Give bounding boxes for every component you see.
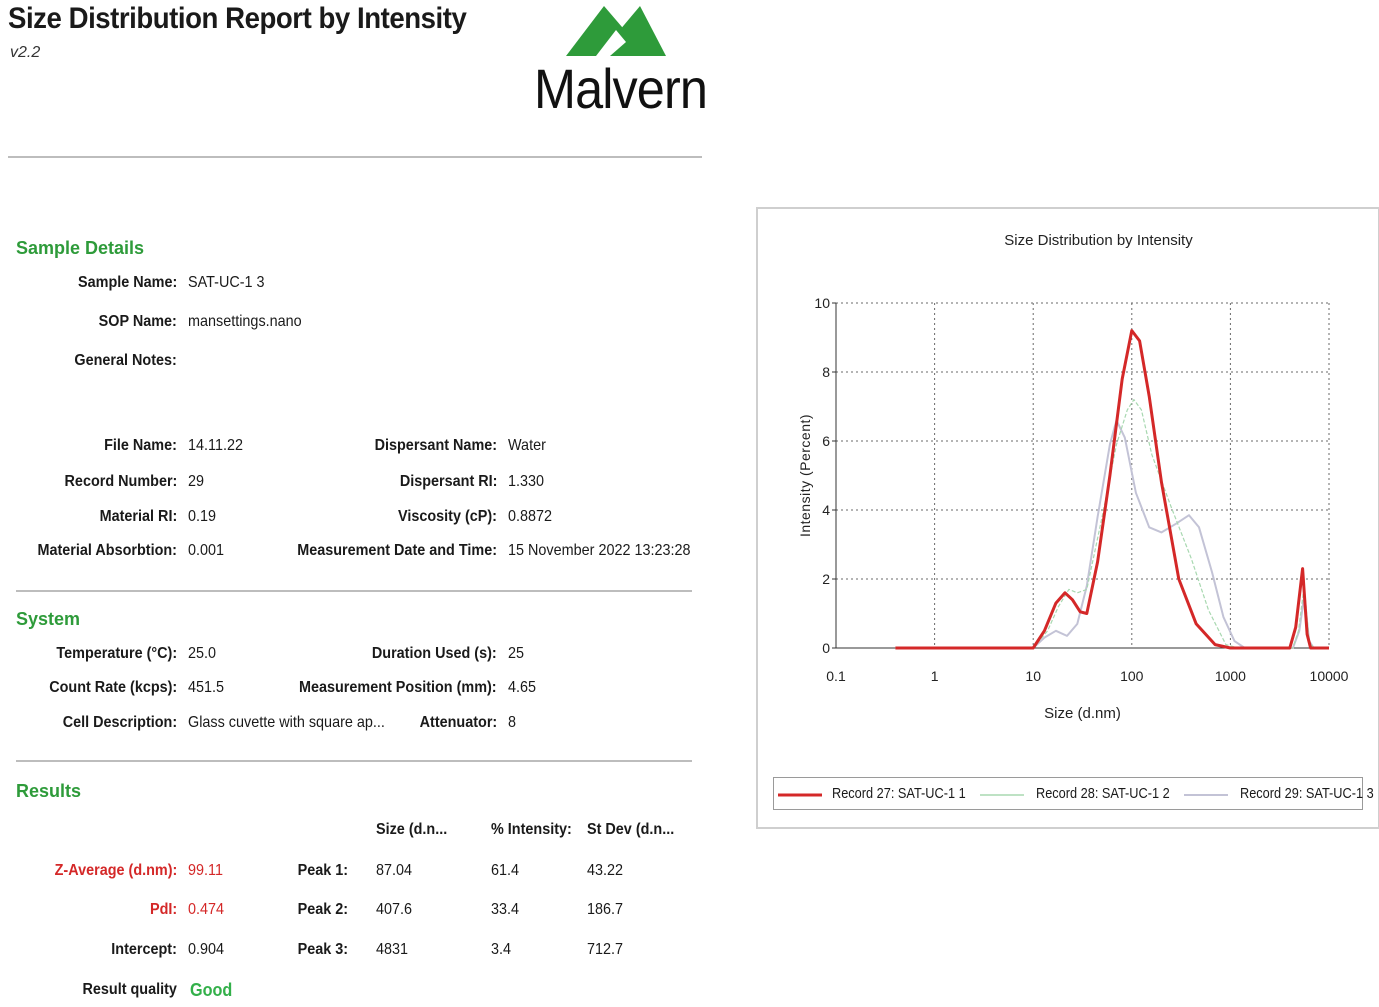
- measurement-date-label: Measurement Date and Time:: [297, 542, 497, 559]
- x-tick-label-1000: 1000: [1215, 668, 1246, 684]
- sop-name-label: SOP Name:: [98, 313, 177, 330]
- legend-label-record-27: Record 27: SAT-UC-1 1: [832, 785, 966, 802]
- y-tick-label-8: 8: [822, 364, 830, 380]
- temperature-label: Temperature (°C):: [56, 645, 177, 662]
- material-ri-label: Material RI:: [99, 508, 177, 525]
- sample-details-heading: Sample Details: [16, 238, 145, 258]
- system-heading: System: [16, 609, 81, 629]
- intercept-label: Intercept:: [111, 941, 177, 958]
- col-intensity-header: % Intensity:: [491, 821, 572, 838]
- dispersant-ri-value: 1.330: [508, 473, 545, 490]
- legend-swatch-record-27: [778, 793, 822, 797]
- y-tick-label-4: 4: [822, 502, 830, 518]
- x-tick-label-1: 1: [931, 668, 939, 684]
- chart-frame: [756, 207, 1379, 829]
- measurement-position-value: 4.65: [508, 679, 537, 696]
- col-stdev-header: St Dev (d.n...: [587, 821, 675, 838]
- pdi-label: PdI:: [149, 901, 177, 918]
- peak-1-intensity: 61.4: [491, 862, 520, 879]
- pdi-value: 0.474: [188, 901, 225, 918]
- result-quality-label: Result quality: [82, 981, 177, 998]
- material-ri-value: 0.19: [188, 508, 217, 525]
- legend-label-record-29: Record 29: SAT-UC-1 3: [1240, 785, 1374, 802]
- legend-label-record-28: Record 28: SAT-UC-1 2: [1036, 785, 1170, 802]
- file-name-value: 14.11.22: [188, 437, 243, 454]
- series-line-record-27: [895, 329, 1329, 650]
- measurement-date-value: 15 November 2022 13:23:28: [508, 542, 691, 559]
- peak-2-intensity: 33.4: [491, 901, 520, 918]
- y-axis-label: Intensity (Percent): [797, 414, 813, 537]
- sample-details-divider: [16, 590, 692, 592]
- measurement-position-label: Measurement Position (mm):: [299, 679, 497, 696]
- duration-value: 25: [508, 645, 525, 662]
- x-tick-label-100: 100: [1120, 668, 1144, 684]
- record-number-value: 29: [188, 473, 205, 490]
- col-size-header: Size (d.n...: [376, 821, 448, 838]
- peak-3-stdev: 712.7: [587, 941, 624, 958]
- dispersant-name-label: Dispersant Name:: [374, 437, 497, 454]
- peak-1-size: 87.04: [376, 862, 413, 879]
- malvern-logo-icon: [566, 6, 666, 56]
- peak-3-intensity: 3.4: [491, 941, 512, 958]
- attenuator-label: Attenuator:: [419, 714, 497, 731]
- duration-label: Duration Used (s):: [372, 645, 497, 662]
- file-name-label: File Name:: [104, 437, 177, 454]
- report-title: Size Distribution Report by Intensity: [8, 2, 467, 35]
- cell-description-label: Cell Description:: [62, 714, 177, 731]
- record-number-label: Record Number:: [64, 473, 177, 490]
- x-tick-label-0.1: 0.1: [826, 668, 846, 684]
- sop-name-value: mansettings.nano: [188, 313, 302, 330]
- general-notes-label: General Notes:: [74, 352, 177, 369]
- cell-description-value: Glass cuvette with square ap...: [188, 714, 385, 731]
- size-distribution-chart: Size Distribution by Intensity 0 2 4 6 8 10 0.1…: [797, 232, 1349, 722]
- z-average-value: 99.11: [188, 862, 223, 879]
- intercept-value: 0.904: [188, 941, 225, 958]
- count-rate-value: 451.5: [188, 679, 225, 696]
- peak-2-stdev: 186.7: [587, 901, 624, 918]
- y-tick-label-6: 6: [822, 433, 830, 449]
- viscosity-label: Viscosity (cP):: [398, 508, 497, 525]
- peak-1-stdev: 43.22: [587, 862, 624, 879]
- result-quality-value: Good: [190, 980, 233, 1000]
- peak-3-size: 4831: [376, 941, 409, 958]
- peak-2-label: Peak 2:: [297, 901, 348, 918]
- peak-1-label: Peak 1:: [297, 862, 348, 879]
- sample-name-value: SAT-UC-1 3: [188, 274, 265, 291]
- results-heading: Results: [16, 781, 82, 801]
- peak-2-size: 407.6: [376, 901, 413, 918]
- system-divider: [16, 760, 692, 762]
- series-line-record-28: [895, 399, 1329, 649]
- x-tick-label-10000: 10000: [1310, 668, 1349, 684]
- material-absorbtion-value: 0.001: [188, 542, 225, 559]
- peak-3-label: Peak 3:: [297, 941, 348, 958]
- y-tick-label-0: 0: [822, 640, 830, 656]
- legend-swatch-record-28: [980, 794, 1024, 796]
- chart-title: Size Distribution by Intensity: [1004, 232, 1193, 249]
- header-divider: [8, 156, 702, 158]
- x-tick-label-10: 10: [1025, 668, 1041, 684]
- dispersant-name-value: Water: [508, 437, 546, 454]
- x-axis-label: Size (d.nm): [1044, 705, 1121, 722]
- count-rate-label: Count Rate (kcps):: [48, 679, 177, 696]
- report-version: v2.2: [10, 44, 41, 61]
- material-absorbtion-label: Material Absorbtion:: [37, 542, 177, 559]
- dispersant-ri-label: Dispersant RI:: [399, 473, 497, 490]
- y-tick-label-10: 10: [814, 295, 830, 311]
- viscosity-value: 0.8872: [508, 508, 553, 525]
- sample-name-label: Sample Name:: [77, 274, 177, 291]
- z-average-label: Z-Average (d.nm):: [54, 862, 177, 879]
- legend-swatch-record-29: [1184, 794, 1228, 796]
- attenuator-value: 8: [508, 714, 517, 731]
- temperature-value: 25.0: [188, 645, 217, 662]
- chart-legend: Record 27: SAT-UC-1 1 Record 28: SAT-UC-…: [773, 777, 1374, 810]
- y-tick-label-2: 2: [822, 571, 830, 587]
- logo-text: Malvern: [534, 57, 708, 120]
